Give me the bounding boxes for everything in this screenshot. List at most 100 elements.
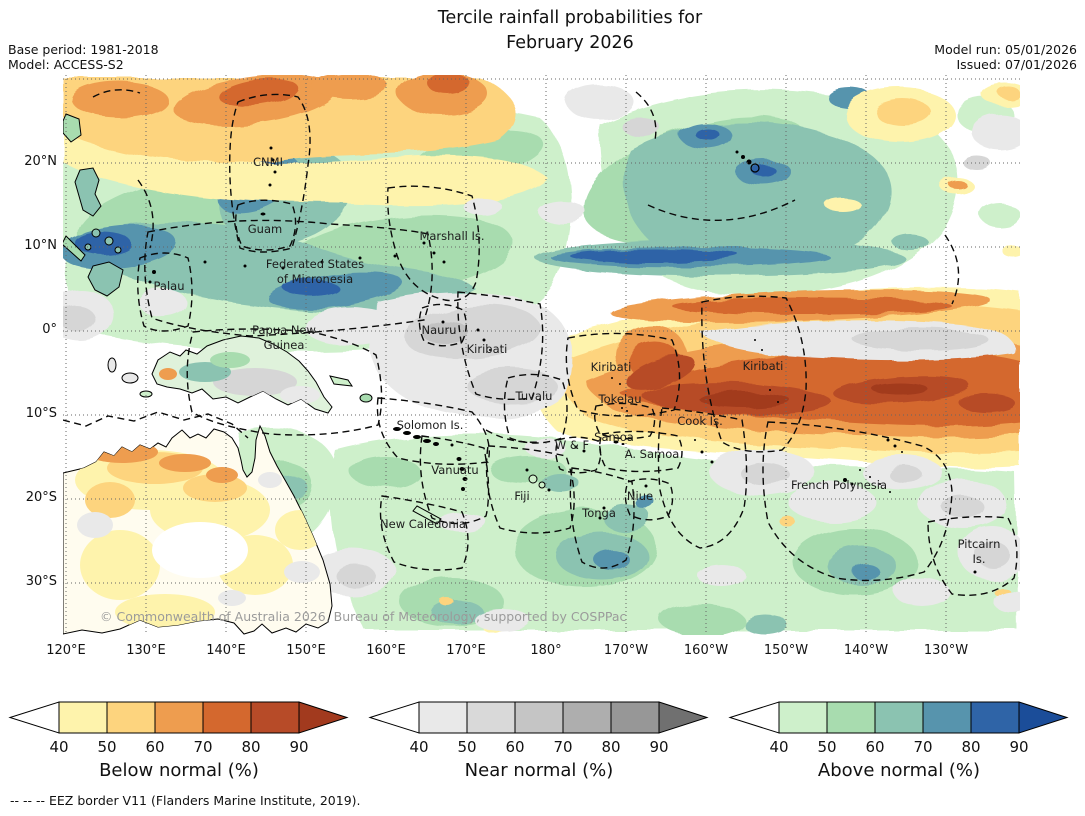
legend-arrow-left xyxy=(8,701,60,734)
legend-tick-label: 80 xyxy=(961,738,980,756)
legend-title: Near normal (%) xyxy=(465,760,614,781)
lat-tick-label: 20°N xyxy=(24,154,57,169)
luzon-island xyxy=(74,167,102,217)
legend-segment xyxy=(826,701,876,734)
legend-tick-label: 50 xyxy=(97,738,116,756)
legend-tick-label: 40 xyxy=(409,738,428,756)
legend-segment xyxy=(106,701,156,734)
map-label: Palau xyxy=(154,279,185,293)
legend-tick-label: 90 xyxy=(1009,738,1028,756)
copyright-text: © Commonwealth of Australia 2026, Bureau… xyxy=(100,609,626,624)
map-label: Samoa xyxy=(594,430,634,444)
lat-tick-label: 10°S xyxy=(25,406,57,421)
map-label: Marshall Is. xyxy=(419,229,484,243)
map-label: Tokelau xyxy=(598,392,642,406)
legend-segment xyxy=(970,701,1020,734)
base-period: Base period: 1981-2018 xyxy=(8,42,159,57)
legend-tick-label: 40 xyxy=(769,738,788,756)
visayas-island xyxy=(114,246,122,254)
lat-tick-label: 10°N xyxy=(24,238,57,253)
maluku-island xyxy=(121,372,139,384)
map-svg: CNMI Guam Palau Federated States of Micrones… xyxy=(63,75,1020,635)
legend-segment xyxy=(922,701,972,734)
legend-segment xyxy=(778,701,828,734)
lon-tick-label: 160°W xyxy=(683,643,729,658)
legend-segment xyxy=(154,701,204,734)
lon-tick-label: 130°W xyxy=(923,643,969,658)
model-run-date: Model run: 05/01/2026 xyxy=(934,42,1077,57)
map-label: Cook Is. xyxy=(677,414,722,428)
legend-title: Above normal (%) xyxy=(818,760,980,781)
map-label: Papua New Guinea xyxy=(252,323,316,352)
legend-tick-label: 60 xyxy=(145,738,164,756)
eez-borders xyxy=(63,89,1018,596)
map-label: Federated States of Micronesia xyxy=(266,257,364,286)
legend-tick-label: 90 xyxy=(649,738,668,756)
bougainville-island xyxy=(359,393,373,403)
legend-segment xyxy=(874,701,924,734)
map-label: CNMI xyxy=(253,155,283,169)
legend-tick-label: 80 xyxy=(241,738,260,756)
lon-tick-label: 160°E xyxy=(366,643,406,658)
map-label: Tonga xyxy=(581,506,616,520)
lon-tick-label: 140°E xyxy=(206,643,246,658)
mindanao-island xyxy=(87,261,124,297)
lon-tick-label: 170°W xyxy=(603,643,649,658)
legend-segment xyxy=(58,701,108,734)
lat-tick-label: 30°S xyxy=(25,574,57,589)
legend-segment xyxy=(202,701,252,734)
map-label: French Polynesia xyxy=(791,478,887,492)
legend-title: Below normal (%) xyxy=(99,760,259,781)
legend-segment xyxy=(250,701,300,734)
lon-tick-label: 150°E xyxy=(286,643,326,658)
legend-tick-label: 70 xyxy=(553,738,572,756)
map-label: Kiribati xyxy=(591,360,632,374)
run-info-right: Model run: 05/01/2026 Issued: 07/01/2026 xyxy=(934,42,1077,72)
legend-arrow-right xyxy=(1018,701,1069,734)
legend-tick-label: 40 xyxy=(49,738,68,756)
legend-arrow-right xyxy=(658,701,709,734)
map-label: Kiribati xyxy=(467,342,508,356)
map-label: Solomon Is. xyxy=(397,418,464,432)
run-info-left: Base period: 1981-2018 Model: ACCESS-S2 xyxy=(8,42,159,72)
legend-tick-label: 90 xyxy=(289,738,308,756)
lon-tick-label: 120°E xyxy=(46,643,86,658)
lon-tick-label: 150°W xyxy=(763,643,809,658)
model-name: Model: ACCESS-S2 xyxy=(8,57,124,72)
chart-title: Tercile rainfall probabilities for Febru… xyxy=(438,6,702,56)
map-label: Niue xyxy=(627,489,653,503)
legend-arrow-left xyxy=(728,701,780,734)
map-label: A. Samoa xyxy=(625,447,680,461)
map-label: New Caledonia xyxy=(380,517,466,531)
map-label: W & F xyxy=(555,438,589,452)
legend-segment xyxy=(562,701,612,734)
legend-tick-label: 60 xyxy=(865,738,884,756)
legend-tick-label: 60 xyxy=(505,738,524,756)
maluku-island xyxy=(107,357,117,373)
legend-tick-label: 50 xyxy=(457,738,476,756)
lon-tick-label: 130°E xyxy=(126,643,166,658)
lat-tick-label: 20°S xyxy=(25,490,57,505)
lon-tick-label: 170°E xyxy=(446,643,486,658)
visayas-island xyxy=(104,236,114,246)
legend-arrow-right xyxy=(298,701,349,734)
map-label: Nauru xyxy=(422,323,457,337)
legend-arrow-left xyxy=(368,701,420,734)
graticule xyxy=(63,75,1020,635)
legend-segment xyxy=(514,701,564,734)
legend-segment xyxy=(466,701,516,734)
taiwan-island xyxy=(63,113,82,143)
title-line-2: February 2026 xyxy=(506,33,634,53)
small-island-dots xyxy=(148,146,977,574)
issued-date: Issued: 07/01/2026 xyxy=(956,57,1078,72)
map-label: Vanuatu xyxy=(431,463,478,477)
map-label: Kiribati xyxy=(743,359,784,373)
map-place-labels: CNMI Guam Palau Federated States of Micrones… xyxy=(154,155,1001,566)
legend-tick-label: 70 xyxy=(193,738,212,756)
lat-tick-label: 0° xyxy=(42,322,57,337)
lon-tick-label: 180° xyxy=(530,643,562,658)
legend-colorbars: 40 50 60 70 80 90 Below normal (%) 40 50 60 70 80 90… xyxy=(8,701,1069,781)
legend-tick-label: 50 xyxy=(817,738,836,756)
legend-tick-label: 80 xyxy=(601,738,620,756)
legend-segment xyxy=(418,701,468,734)
